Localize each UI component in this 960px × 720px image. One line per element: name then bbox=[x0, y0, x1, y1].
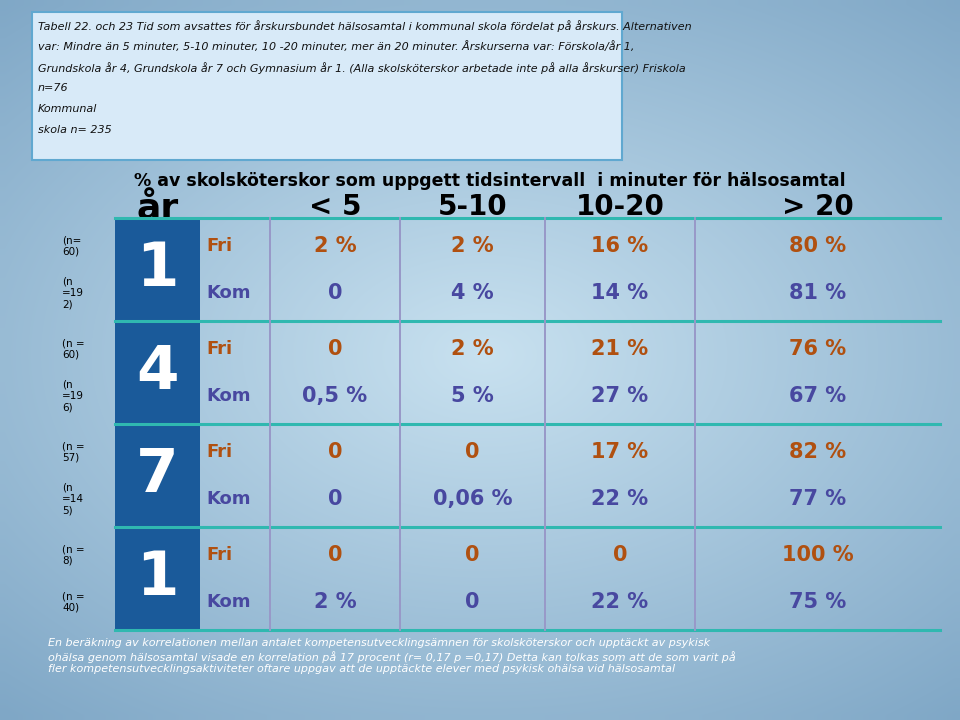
Text: n=76: n=76 bbox=[38, 83, 68, 93]
Bar bbox=[115, 424, 200, 527]
Text: 0: 0 bbox=[327, 339, 343, 359]
Text: 2 %: 2 % bbox=[314, 236, 356, 256]
Text: Tabell 22. och 23 Tid som avsattes för årskursbundet hälsosamtal i kommunal skol: Tabell 22. och 23 Tid som avsattes för å… bbox=[38, 20, 691, 32]
Text: 0,06 %: 0,06 % bbox=[433, 489, 513, 509]
Text: 10-20: 10-20 bbox=[576, 193, 664, 221]
Bar bbox=[115, 218, 200, 321]
Text: 80 %: 80 % bbox=[789, 236, 846, 256]
Text: 1: 1 bbox=[136, 240, 179, 299]
Text: 0: 0 bbox=[327, 545, 343, 564]
Text: 22 %: 22 % bbox=[591, 489, 649, 509]
Text: 14 %: 14 % bbox=[591, 283, 649, 303]
Text: (n =
8): (n = 8) bbox=[62, 544, 84, 566]
Text: 4: 4 bbox=[136, 343, 179, 402]
Text: Kommunal: Kommunal bbox=[38, 104, 97, 114]
Text: 21 %: 21 % bbox=[591, 339, 649, 359]
Text: 0: 0 bbox=[466, 592, 480, 612]
Text: Fri: Fri bbox=[206, 340, 232, 358]
Text: % av skolsköterskor som uppgett tidsintervall  i minuter för hälsosamtal: % av skolsköterskor som uppgett tidsinte… bbox=[134, 172, 846, 190]
Text: 0,5 %: 0,5 % bbox=[302, 386, 368, 406]
Text: 0: 0 bbox=[327, 489, 343, 509]
Text: 75 %: 75 % bbox=[789, 592, 846, 612]
Text: Kom: Kom bbox=[206, 593, 251, 611]
Text: 0: 0 bbox=[466, 442, 480, 462]
Text: Kom: Kom bbox=[206, 490, 251, 508]
Text: 5 %: 5 % bbox=[451, 386, 493, 406]
Text: En beräkning av korrelationen mellan antalet kompetensutvecklingsämnen för skols: En beräkning av korrelationen mellan ant… bbox=[48, 638, 710, 648]
Text: Kom: Kom bbox=[206, 284, 251, 302]
Text: 17 %: 17 % bbox=[591, 442, 649, 462]
Bar bbox=[115, 527, 200, 630]
Text: 76 %: 76 % bbox=[789, 339, 846, 359]
Text: 22 %: 22 % bbox=[591, 592, 649, 612]
Text: Fri: Fri bbox=[206, 237, 232, 255]
Text: fler kompetensutvecklingsaktiviteter oftare uppgav att de upptäckte elever med p: fler kompetensutvecklingsaktiviteter oft… bbox=[48, 664, 675, 674]
Text: Kom: Kom bbox=[206, 387, 251, 405]
Text: 0: 0 bbox=[327, 283, 343, 303]
Text: (n
=19
2): (n =19 2) bbox=[62, 276, 84, 310]
Text: 2 %: 2 % bbox=[451, 339, 493, 359]
Text: 77 %: 77 % bbox=[789, 489, 846, 509]
Text: 82 %: 82 % bbox=[789, 442, 846, 462]
Text: 2 %: 2 % bbox=[314, 592, 356, 612]
Bar bbox=[115, 321, 200, 424]
Text: (n
=14
5): (n =14 5) bbox=[62, 482, 84, 516]
Text: 0: 0 bbox=[466, 545, 480, 564]
Text: ohälsa genom hälsosamtal visade en korrelation på 17 procent (r= 0,17 p =0,17) D: ohälsa genom hälsosamtal visade en korre… bbox=[48, 651, 735, 663]
Text: 81 %: 81 % bbox=[789, 283, 846, 303]
Text: 2 %: 2 % bbox=[451, 236, 493, 256]
Text: 67 %: 67 % bbox=[789, 386, 846, 406]
Text: < 5: < 5 bbox=[309, 193, 361, 221]
Text: (n =
40): (n = 40) bbox=[62, 591, 84, 613]
Text: 1: 1 bbox=[136, 549, 179, 608]
Text: var: Mindre än 5 minuter, 5-10 minuter, 10 -20 minuter, mer än 20 minuter. Årsku: var: Mindre än 5 minuter, 5-10 minuter, … bbox=[38, 41, 635, 52]
Text: Fri: Fri bbox=[206, 546, 232, 564]
Text: Grundskola år 4, Grundskola år 7 och Gymnasium år 1. (Alla skolsköterskor arbeta: Grundskola år 4, Grundskola år 7 och Gym… bbox=[38, 62, 685, 74]
Text: (n
=19
6): (n =19 6) bbox=[62, 379, 84, 413]
Text: (n =
60): (n = 60) bbox=[62, 338, 84, 359]
Text: 27 %: 27 % bbox=[591, 386, 649, 406]
Text: skola n= 235: skola n= 235 bbox=[38, 125, 111, 135]
Text: 4 %: 4 % bbox=[451, 283, 493, 303]
FancyBboxPatch shape bbox=[32, 12, 622, 160]
Text: (n =
57): (n = 57) bbox=[62, 441, 84, 463]
Text: 16 %: 16 % bbox=[591, 236, 649, 256]
Text: 7: 7 bbox=[136, 446, 179, 505]
Text: Fri: Fri bbox=[206, 443, 232, 461]
Text: år: år bbox=[136, 193, 179, 227]
Text: 0: 0 bbox=[327, 442, 343, 462]
Text: (n=
60): (n= 60) bbox=[62, 235, 82, 256]
Text: 0: 0 bbox=[612, 545, 627, 564]
Text: 100 %: 100 % bbox=[781, 545, 853, 564]
Text: 5-10: 5-10 bbox=[438, 193, 507, 221]
Text: > 20: > 20 bbox=[781, 193, 853, 221]
